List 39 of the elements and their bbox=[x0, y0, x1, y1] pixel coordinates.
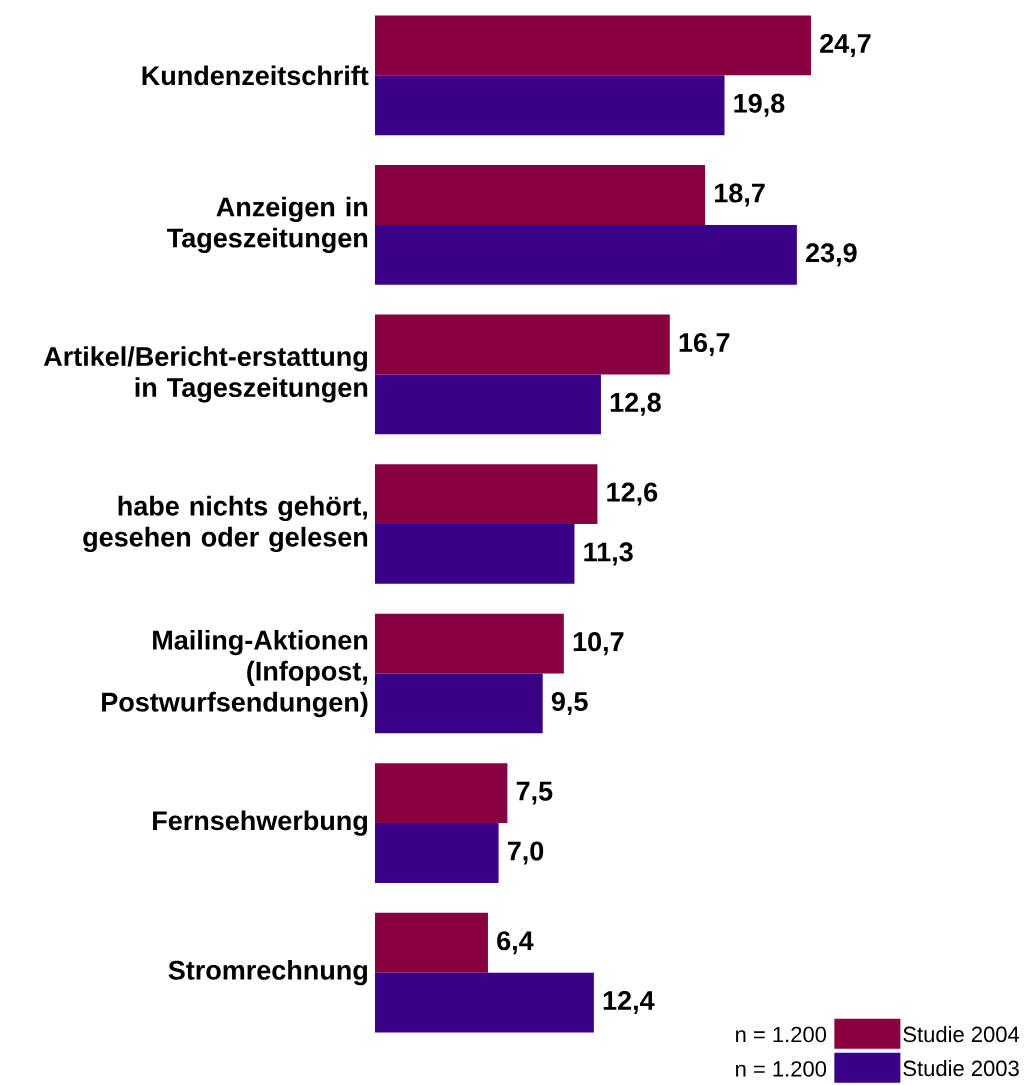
data-label: 18,7 bbox=[715, 183, 765, 207]
data-label: 12,6 bbox=[607, 482, 658, 506]
bar bbox=[375, 374, 602, 435]
bar bbox=[375, 912, 489, 973]
y-tick-label: habe nichts gehört, gesehen oder gelesen bbox=[83, 495, 368, 553]
y-tick-label: Mailing-Aktionen (Infopost, Postwurfsendungen) bbox=[102, 629, 368, 718]
y-tick-label: Anzeigen in Tageszeitungen bbox=[167, 196, 368, 254]
data-label: 6,4 bbox=[497, 931, 534, 955]
bar bbox=[375, 15, 812, 76]
bar bbox=[375, 464, 598, 524]
bar bbox=[375, 763, 508, 824]
legend-label: Studie 2003 bbox=[903, 1060, 1019, 1077]
y-tick-label: Kundenzeitschrift bbox=[142, 65, 369, 86]
data-label: 10,7 bbox=[573, 632, 624, 656]
data-label: 9,5 bbox=[551, 691, 588, 715]
bar bbox=[375, 75, 725, 136]
bar bbox=[375, 613, 564, 674]
y-tick-label: Stromrechnung bbox=[168, 959, 368, 986]
data-label: 12,4 bbox=[603, 991, 655, 1015]
bar bbox=[375, 673, 543, 734]
text: n = 1.200 bbox=[736, 1061, 827, 1077]
data-label: 24,7 bbox=[820, 33, 871, 57]
data-label: 11,3 bbox=[584, 542, 633, 566]
data-label: 23,9 bbox=[806, 243, 857, 267]
bar bbox=[375, 165, 706, 225]
legend-label: Studie 2004 bbox=[903, 1026, 1020, 1043]
data-label: 16,7 bbox=[679, 333, 730, 357]
annotation: n = 1.200 bbox=[736, 1026, 827, 1043]
bar bbox=[375, 314, 670, 375]
data-label: 19,8 bbox=[734, 93, 785, 117]
y-tick-label: Fernsehwerbung bbox=[153, 810, 368, 836]
bar bbox=[375, 523, 575, 584]
data-label: 7,5 bbox=[516, 781, 553, 805]
data-label: 12,8 bbox=[610, 392, 661, 416]
bar bbox=[375, 823, 499, 883]
y-tick-label: Artikel/Bericht-erstattung in Tageszeitungen bbox=[44, 346, 368, 403]
bar bbox=[375, 224, 797, 285]
bar bbox=[375, 972, 594, 1033]
data-label: 7,0 bbox=[508, 841, 544, 865]
